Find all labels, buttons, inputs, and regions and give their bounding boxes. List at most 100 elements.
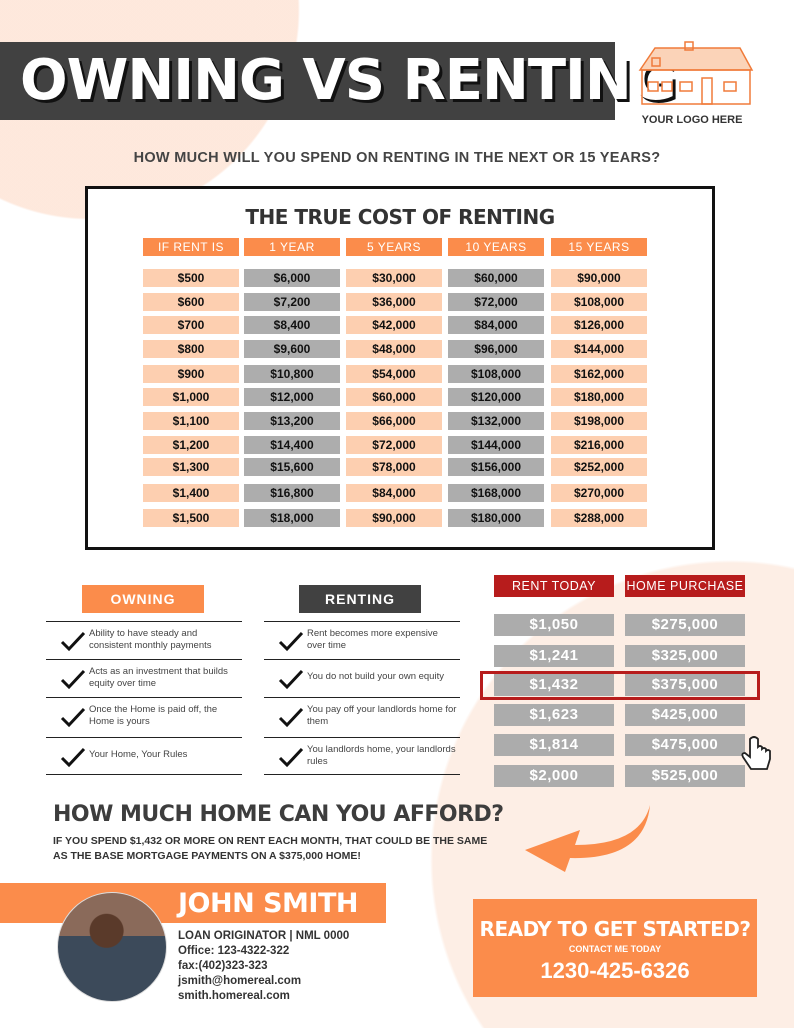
checkmark-icon	[278, 746, 304, 768]
column-header: 5 YEARS	[346, 238, 442, 256]
website-link[interactable]: smith.homereal.com	[178, 990, 290, 1002]
home-value: $425,000	[625, 704, 745, 726]
subtitle: HOW MUCH WILL YOU SPEND ON RENTING IN TH…	[133, 150, 661, 166]
divider-line	[264, 774, 460, 775]
table-cell: $8,400	[244, 316, 340, 334]
table-cell: $6,000	[244, 269, 340, 287]
list-item: Your Home, Your Rules	[89, 749, 188, 760]
table-cell: $1,400	[143, 484, 239, 502]
page-title: OWNING VS RENTING	[20, 48, 677, 113]
table-cell: $162,000	[551, 365, 647, 383]
table-cell: $500	[143, 269, 239, 287]
office-phone: Office: 123-4322-322	[178, 945, 290, 957]
divider-line	[264, 697, 460, 698]
divider-line	[46, 659, 242, 660]
rent-value: $1,814	[494, 734, 614, 756]
table-cell: $1,300	[143, 458, 239, 476]
table-cell: $60,000	[346, 388, 442, 406]
divider-line	[46, 621, 242, 622]
checkmark-icon	[278, 668, 304, 690]
divider-line	[46, 697, 242, 698]
table-cell: $66,000	[346, 412, 442, 430]
list-item: Rent becomes more expensive over time	[307, 628, 438, 651]
rent-value: $1,623	[494, 704, 614, 726]
table-cell: $180,000	[551, 388, 647, 406]
table-cell: $16,800	[244, 484, 340, 502]
table-cell: $90,000	[551, 269, 647, 287]
table-cell: $14,400	[244, 436, 340, 454]
table-cell: $1,500	[143, 509, 239, 527]
cta-phone[interactable]: 1230-425-6326	[540, 958, 690, 983]
table-cell: $84,000	[448, 316, 544, 334]
divider-line	[264, 659, 460, 660]
table-cell: $72,000	[346, 436, 442, 454]
table-title: THE TRUE COST OF RENTING	[245, 205, 555, 229]
house-logo-icon	[638, 41, 754, 105]
list-item: Ability to have steady and consistent mo…	[89, 628, 212, 651]
table-cell: $156,000	[448, 458, 544, 476]
list-item: Once the Home is paid off, the Home is y…	[89, 704, 218, 727]
checkmark-icon	[60, 706, 86, 728]
table-cell: $90,000	[346, 509, 442, 527]
cta-subtitle: CONTACT ME TODAY	[568, 944, 662, 954]
home-value: $375,000	[625, 674, 745, 696]
table-cell: $900	[143, 365, 239, 383]
table-cell: $132,000	[448, 412, 544, 430]
contact-info: LOAN ORIGINATOR | NML 0000 Office: 123-4…	[178, 929, 349, 1004]
owning-label: OWNING	[82, 585, 204, 613]
table-cell: $36,000	[346, 293, 442, 311]
checkmark-icon	[60, 668, 86, 690]
column-header: 15 YEARS	[551, 238, 647, 256]
rent-value: $1,241	[494, 645, 614, 667]
divider-line	[46, 737, 242, 738]
table-cell: $270,000	[551, 484, 647, 502]
cta-box[interactable]: READY TO GET STARTED? CONTACT ME TODAY 1…	[473, 899, 757, 997]
table-cell: $72,000	[448, 293, 544, 311]
checkmark-icon	[60, 746, 86, 768]
table-cell: $288,000	[551, 509, 647, 527]
table-cell: $9,600	[244, 340, 340, 358]
agent-role: LOAN ORIGINATOR | NML 0000	[178, 930, 350, 942]
column-header: 1 YEAR	[244, 238, 340, 256]
afford-heading: HOW MUCH HOME CAN YOU AFFORD?	[53, 802, 504, 827]
title-banner	[0, 42, 615, 120]
table-cell: $1,100	[143, 412, 239, 430]
table-cell: $15,600	[244, 458, 340, 476]
table-cell: $168,000	[448, 484, 544, 502]
email-link[interactable]: jsmith@homereal.com	[178, 975, 302, 987]
rent-value: $1,050	[494, 614, 614, 636]
column-header: 10 YEARS	[448, 238, 544, 256]
table-cell: $7,200	[244, 293, 340, 311]
home-value: $275,000	[625, 614, 745, 636]
renting-label: RENTING	[299, 585, 421, 613]
divider-line	[264, 621, 460, 622]
name-band	[0, 883, 386, 923]
column-header: IF RENT IS	[143, 238, 239, 256]
table-cell: $13,200	[244, 412, 340, 430]
list-item: You do not build your own equity	[307, 671, 444, 682]
table-cell: $120,000	[448, 388, 544, 406]
table-cell: $78,000	[346, 458, 442, 476]
table-cell: $30,000	[346, 269, 442, 287]
divider-line	[264, 737, 460, 738]
table-cell: $144,000	[551, 340, 647, 358]
table-cell: $18,000	[244, 509, 340, 527]
table-cell: $1,200	[143, 436, 239, 454]
rent-value: $1,432	[494, 674, 614, 696]
table-cell: $10,800	[244, 365, 340, 383]
highlight-box	[480, 671, 760, 700]
table-cell: $252,000	[551, 458, 647, 476]
table-cell: $700	[143, 316, 239, 334]
curved-arrow-icon	[525, 805, 650, 872]
table-cell: $96,000	[448, 340, 544, 358]
home-value: $525,000	[625, 765, 745, 787]
divider-line	[46, 774, 242, 775]
table-cell: $84,000	[346, 484, 442, 502]
table-cell: $800	[143, 340, 239, 358]
table-cell: $1,000	[143, 388, 239, 406]
home-value: $475,000	[625, 734, 745, 756]
table-cell: $108,000	[551, 293, 647, 311]
agent-name: JOHN SMITH	[178, 888, 358, 919]
checkmark-icon	[278, 706, 304, 728]
checkmark-icon	[278, 630, 304, 652]
